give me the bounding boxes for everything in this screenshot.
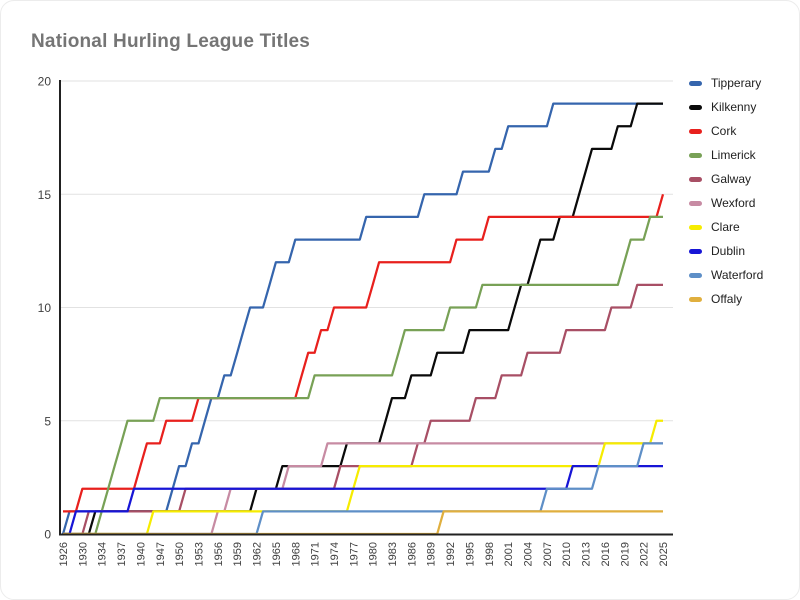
legend-item-tipperary: Tipperary — [689, 71, 763, 95]
y-tick-label-0: 0 — [44, 528, 51, 542]
y-tick-label-20: 20 — [38, 75, 52, 89]
x-tick-label-2022: 2022 — [639, 542, 651, 566]
x-tick-label-1962: 1962 — [252, 542, 264, 566]
x-tick-label-1974: 1974 — [329, 542, 341, 566]
series-lines — [61, 102, 665, 536]
series-line-clare — [63, 419, 663, 536]
x-tick-label-1947: 1947 — [155, 542, 167, 566]
legend-label-cork: Cork — [711, 124, 737, 138]
x-tick-label-1998: 1998 — [484, 542, 496, 566]
chart-title: National Hurling League Titles — [31, 31, 311, 52]
legend-swatch-dublin — [689, 248, 702, 254]
x-tick-label-2004: 2004 — [523, 542, 535, 566]
x-tick-label-1977: 1977 — [348, 542, 360, 566]
legend-label-dublin: Dublin — [711, 244, 746, 258]
x-tick-label-1950: 1950 — [174, 542, 186, 566]
legend-swatch-waterford — [689, 272, 702, 278]
legend-swatch-clare — [689, 224, 702, 230]
y-tick-label-10: 10 — [38, 301, 52, 315]
series-line-kilkenny — [63, 102, 663, 536]
x-tick-label-1937: 1937 — [116, 542, 128, 566]
legend-swatch-tipperary — [689, 80, 702, 86]
legend-swatch-galway — [689, 176, 702, 182]
legend-label-kilkenny: Kilkenny — [711, 100, 757, 114]
x-tick-label-1986: 1986 — [406, 542, 418, 566]
x-tick-label-1959: 1959 — [232, 542, 244, 566]
legend-item-offaly: Offaly — [689, 287, 763, 311]
x-tick-label-2010: 2010 — [561, 542, 573, 566]
x-tick-label-1983: 1983 — [387, 542, 399, 566]
legend-label-galway: Galway — [711, 172, 752, 186]
legend-label-waterford: Waterford — [711, 268, 764, 282]
gridlines — [59, 80, 673, 422]
legend-item-wexford: Wexford — [689, 191, 763, 215]
legend-label-offaly: Offaly — [711, 292, 743, 306]
legend-item-kilkenny: Kilkenny — [689, 95, 763, 119]
legend-swatch-cork — [689, 128, 702, 134]
x-tick-label-1934: 1934 — [97, 542, 109, 566]
x-tick-label-1980: 1980 — [368, 542, 380, 566]
legend-label-limerick: Limerick — [711, 148, 756, 162]
legend-swatch-kilkenny — [689, 104, 702, 110]
series-line-galway — [63, 283, 663, 536]
x-tick-label-1971: 1971 — [310, 542, 322, 566]
x-axis-labels: 1926 1930 1934 1937 1940 1947 1950 1953 1956 1959… — [58, 542, 670, 566]
x-tick-label-1989: 1989 — [426, 542, 438, 566]
axes — [59, 80, 673, 536]
x-tick-label-1956: 1956 — [213, 542, 225, 566]
x-tick-label-2013: 2013 — [581, 542, 593, 566]
legend-item-dublin: Dublin — [689, 239, 763, 263]
x-tick-label-2025: 2025 — [658, 542, 670, 566]
x-tick-label-2019: 2019 — [619, 542, 631, 566]
x-tick-label-2001: 2001 — [503, 542, 515, 566]
y-tick-label-15: 15 — [38, 188, 52, 202]
x-tick-label-1930: 1930 — [77, 542, 89, 566]
legend-swatch-limerick — [689, 152, 702, 158]
y-tick-label-5: 5 — [44, 414, 51, 428]
series-line-cork — [63, 193, 665, 513]
series-line-tipperary — [61, 102, 663, 535]
x-tick-label-2016: 2016 — [600, 542, 612, 566]
x-tick-label-1968: 1968 — [290, 542, 302, 566]
legend-label-wexford: Wexford — [711, 196, 756, 210]
x-tick-label-1992: 1992 — [445, 542, 457, 566]
legend-item-galway: Galway — [689, 167, 763, 191]
legend-label-tipperary: Tipperary — [711, 76, 762, 90]
x-tick-label-1995: 1995 — [464, 542, 476, 566]
legend-item-waterford: Waterford — [689, 263, 763, 287]
legend: Tipperary Kilkenny Cork Limerick Galway Wexfo… — [689, 71, 763, 311]
x-tick-label-2007: 2007 — [542, 542, 554, 566]
y-axis-labels: 0 5 10 15 20 — [38, 75, 52, 542]
legend-label-clare: Clare — [711, 220, 740, 234]
series-line-limerick — [63, 215, 663, 536]
legend-swatch-wexford — [689, 200, 702, 206]
series-line-dublin — [63, 464, 663, 536]
x-tick-label-1953: 1953 — [193, 542, 205, 566]
legend-item-clare: Clare — [689, 215, 763, 239]
legend-item-limerick: Limerick — [689, 143, 763, 167]
x-tick-label-1940: 1940 — [135, 542, 147, 566]
legend-swatch-offaly — [689, 296, 702, 302]
x-tick-label-1965: 1965 — [271, 542, 283, 566]
x-tick-label-1926: 1926 — [58, 542, 70, 566]
legend-item-cork: Cork — [689, 119, 763, 143]
